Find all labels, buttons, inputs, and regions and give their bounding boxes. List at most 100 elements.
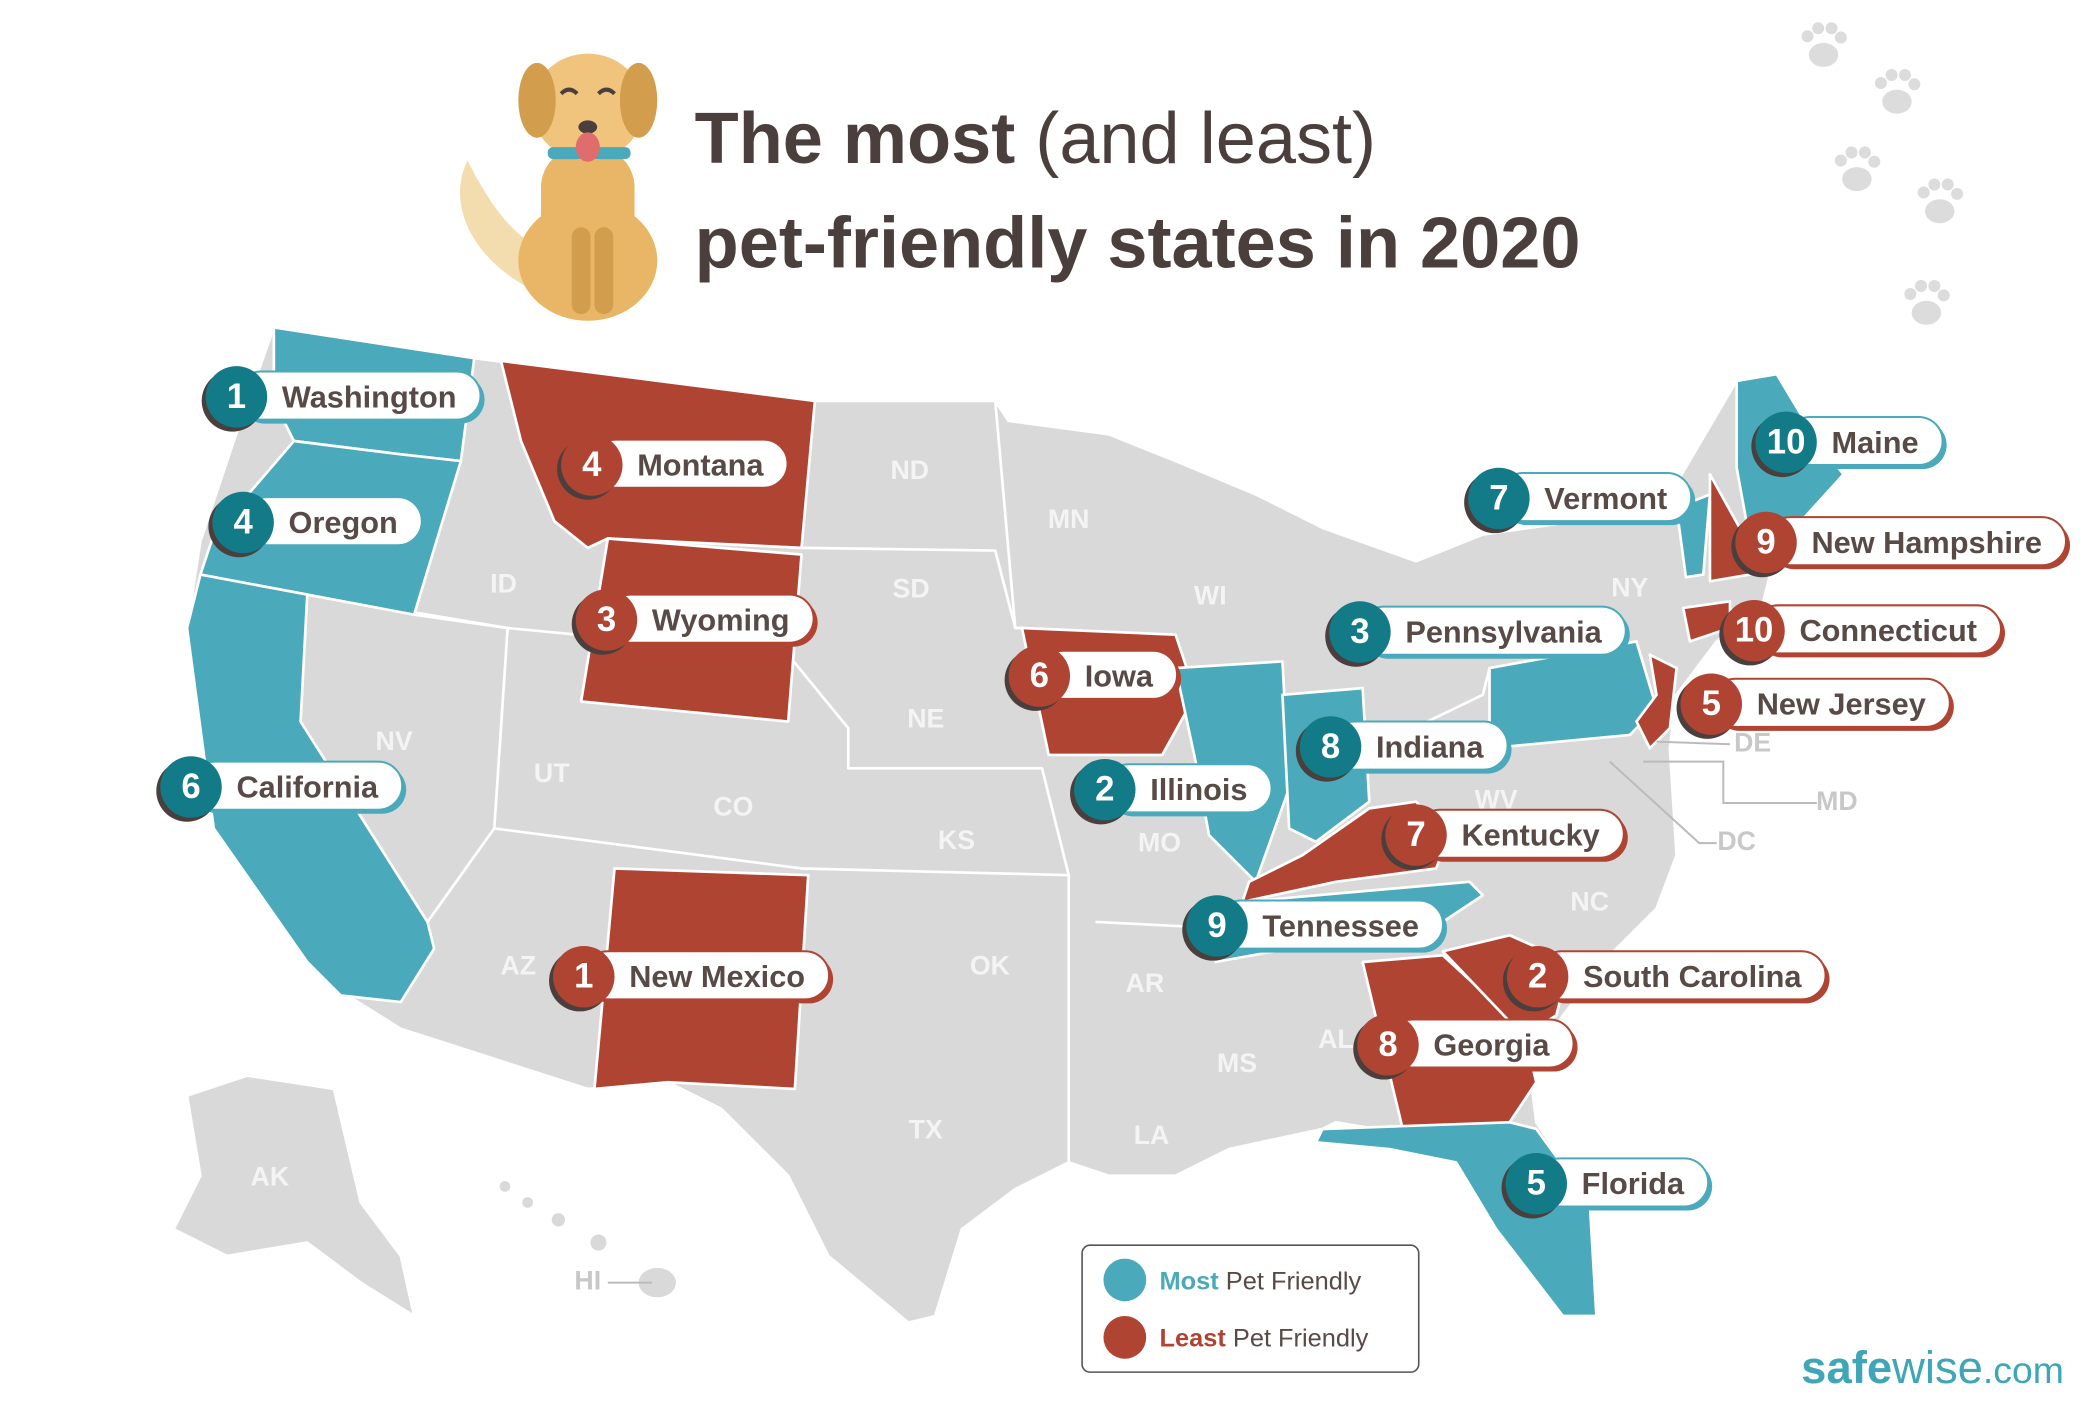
- rank: 5: [1527, 1165, 1546, 1203]
- rank: 6: [1030, 657, 1049, 695]
- rank-circle: [1680, 673, 1743, 735]
- callout: Georgia 8: [1353, 1014, 1578, 1080]
- title-light: (and least): [1035, 99, 1376, 179]
- state-abbreviation: OK: [970, 950, 1011, 980]
- state-abbreviation: MD: [1816, 786, 1858, 816]
- state-abbreviation: MN: [1048, 504, 1090, 534]
- rank: 1: [227, 378, 246, 416]
- state-abbreviation: KS: [938, 825, 975, 855]
- state-abbreviation: AZ: [501, 950, 537, 980]
- state-name: Florida: [1582, 1166, 1685, 1201]
- callout: Connecticut 10: [1719, 599, 2006, 666]
- callout: Pennsylvania 3: [1325, 601, 1630, 667]
- state-name: New Jersey: [1757, 687, 1926, 722]
- state-abbreviation: NY: [1611, 572, 1648, 602]
- rank-circle: [553, 945, 615, 1008]
- state-abbreviation: AR: [1126, 968, 1165, 998]
- callout: Wyoming 3: [571, 589, 818, 655]
- callout: New Mexico 1: [549, 945, 834, 1012]
- state-abbreviation: CO: [713, 791, 753, 821]
- callout: New Jersey 5: [1676, 673, 1954, 739]
- rank-circle: [1505, 1153, 1568, 1215]
- rank-circle: [1008, 645, 1071, 707]
- rank: 2: [1095, 771, 1114, 809]
- state-abbreviation: AK: [251, 1161, 290, 1191]
- state-name: Georgia: [1433, 1027, 1550, 1062]
- callout: Iowa 6: [1004, 645, 1182, 711]
- state-name: Pennsylvania: [1405, 615, 1602, 650]
- rank-circle: [561, 434, 623, 496]
- rank: 3: [1350, 613, 1369, 651]
- callout: Indiana 8: [1295, 716, 1512, 782]
- callout: Kentucky 7: [1381, 804, 1628, 870]
- rank: 10: [1767, 423, 1806, 461]
- legend-swatch-least: [1103, 1316, 1147, 1359]
- legend-suffix: Pet Friendly: [1226, 1267, 1362, 1295]
- rank-circle: [1074, 758, 1136, 821]
- state-abbreviation: LA: [1134, 1120, 1170, 1150]
- state-name: New Mexico: [629, 959, 805, 994]
- state-abbreviation: NE: [907, 703, 944, 733]
- state-abbreviation: MO: [1138, 827, 1181, 857]
- leader-lines: [607, 740, 1817, 1284]
- callout: Washington 1: [201, 366, 485, 432]
- state-abbreviation: MS: [1217, 1048, 1257, 1078]
- state-name: California: [236, 769, 379, 804]
- state-name: Washington: [282, 379, 457, 414]
- rank: 8: [1321, 728, 1340, 766]
- state-abbreviation: DC: [1717, 826, 1756, 856]
- state-name: Wyoming: [652, 603, 790, 638]
- rank: 9: [1207, 907, 1226, 945]
- rank: 7: [1406, 816, 1425, 854]
- callout: Maine 10: [1751, 411, 1947, 478]
- legend-swatch-most: [1103, 1258, 1147, 1302]
- state-abbreviation: DE: [1734, 727, 1771, 757]
- rank-circle: [1723, 599, 1785, 662]
- callout: New Hampshire 9: [1731, 511, 2070, 578]
- legend-least: Least Pet Friendly: [1160, 1325, 1369, 1353]
- callout: Illinois 2: [1070, 758, 1276, 825]
- state-abbreviation: ID: [490, 568, 517, 598]
- rank-circle: [205, 366, 268, 428]
- rank: 4: [233, 503, 253, 541]
- logo: safewise.com: [1801, 1342, 2064, 1393]
- state-abbreviation: NC: [1570, 886, 1609, 916]
- state-abbreviation: SD: [893, 574, 930, 604]
- legend-least-word: Least: [1160, 1325, 1227, 1353]
- state-name: Montana: [637, 448, 764, 483]
- state-name: Vermont: [1544, 481, 1667, 516]
- rank-circle: [1186, 895, 1248, 957]
- title-line-1: The most (and least): [695, 99, 1376, 179]
- rank-circle: [1506, 945, 1569, 1008]
- callout: Tennessee 9: [1182, 895, 1448, 961]
- state-name: Illinois: [1150, 772, 1247, 807]
- rank-circle: [212, 491, 274, 554]
- state-name: Connecticut: [1799, 613, 1977, 648]
- callout: South Carolina 2: [1502, 945, 1830, 1012]
- legend-suffix: Pet Friendly: [1233, 1325, 1369, 1353]
- logo-wise: wise: [1891, 1342, 1983, 1393]
- state-name: Maine: [1832, 425, 1919, 460]
- state-abbreviation: AL: [1318, 1024, 1354, 1054]
- callout: Oregon 4: [208, 491, 426, 558]
- state-abbreviation: TX: [909, 1115, 943, 1145]
- callout: Montana 4: [557, 434, 792, 500]
- logo-safe: safe: [1801, 1342, 1892, 1393]
- rank-circle: [1299, 716, 1362, 778]
- rank: 1: [574, 958, 593, 996]
- state-abbreviation: WI: [1194, 580, 1227, 610]
- state-name: Iowa: [1085, 659, 1154, 694]
- rank-circle: [1329, 601, 1391, 663]
- rank: 8: [1378, 1026, 1397, 1064]
- paw-prints: [1801, 22, 1964, 325]
- rank: 10: [1735, 612, 1774, 650]
- rank: 7: [1489, 479, 1508, 517]
- state-name: Kentucky: [1461, 818, 1599, 853]
- state-name: New Hampshire: [1811, 525, 2041, 560]
- rank-circle: [160, 756, 222, 818]
- rank: 3: [597, 601, 616, 639]
- legend-most-word: Most: [1160, 1267, 1220, 1295]
- rank-circle: [1385, 804, 1447, 866]
